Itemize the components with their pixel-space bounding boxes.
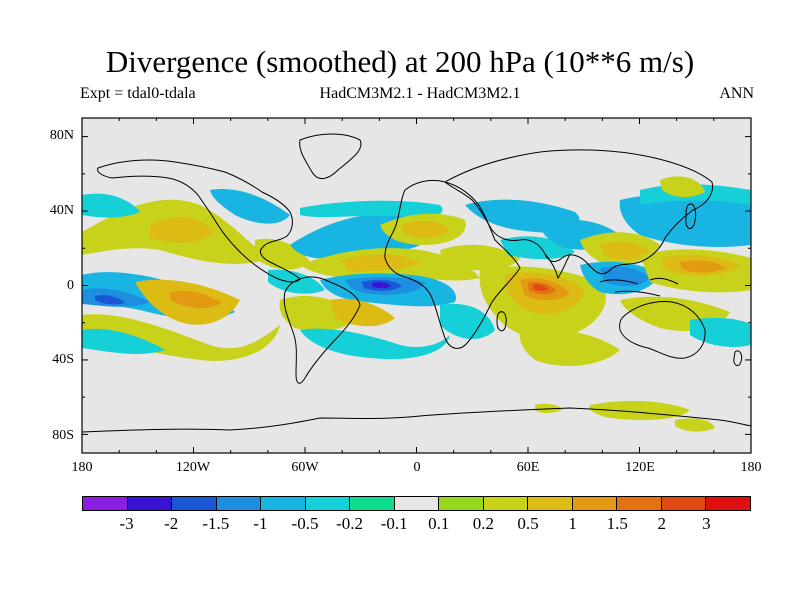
colorbar-label: -2: [164, 514, 179, 533]
field-region: [680, 260, 725, 273]
axis-tickmarks: [81, 118, 752, 453]
field-region: [372, 282, 391, 289]
field-region: [82, 328, 165, 354]
coastline-india: [544, 253, 571, 280]
colorbar-label: 2: [657, 514, 667, 533]
colorbar-segment: [172, 497, 217, 510]
y-tick-label: 80S: [52, 428, 74, 443]
field-region: [440, 303, 495, 340]
colorbar-label: -1.5: [202, 514, 230, 533]
coastline-south-america: [283, 276, 361, 384]
colorbar-segment: [261, 497, 306, 510]
coastline-new-zealand: [733, 350, 743, 367]
colorbar: [82, 496, 751, 511]
y-tick-label: 40N: [49, 203, 74, 218]
field-region: [690, 317, 751, 347]
field-region: [300, 200, 443, 218]
field-region: [533, 284, 548, 291]
y-tick-label: 40S: [52, 352, 74, 367]
field-region: [330, 298, 395, 327]
coastlines: [82, 133, 751, 433]
field-region: [82, 193, 140, 218]
experiment-label: Expt = tdal0-tdala: [80, 85, 196, 102]
coastline-greenland: [299, 133, 362, 179]
colorbar-segment: [528, 497, 573, 510]
colorbar-label: -0.1: [380, 514, 408, 533]
field-region: [400, 220, 450, 239]
colorbar-segment: [439, 497, 484, 510]
field-region: [95, 295, 125, 305]
colorbar-label: -0.2: [336, 514, 364, 533]
divergence-field: [82, 176, 751, 432]
colorbar-segment: [661, 497, 707, 510]
map-title: Divergence (smoothed) at 200 hPa (10**6 …: [105, 44, 695, 79]
colorbar-label: 0.1: [428, 514, 450, 533]
coastline-north-america: [97, 159, 301, 283]
x-tick-label: 0: [413, 460, 421, 475]
field-region: [300, 328, 450, 360]
colorbar-segment: [83, 497, 128, 510]
y-tick-label: 0: [67, 278, 74, 293]
model-label: HadCM3M2.1 - HadCM3M2.1: [319, 85, 521, 102]
colorbar-label: -1: [253, 514, 268, 533]
field-region: [600, 266, 650, 287]
field-region: [82, 314, 280, 361]
colorbar-label: 1: [568, 514, 577, 533]
coastline-madagascar: [496, 311, 507, 332]
colorbar-label: 3: [702, 514, 711, 533]
colorbar-segment: [617, 497, 662, 510]
field-region: [210, 189, 290, 224]
coastline-japan: [685, 203, 697, 229]
x-tick-label: 180: [740, 460, 762, 475]
field-region: [440, 244, 520, 271]
colorbar-segment: [706, 497, 750, 510]
field-region: [600, 241, 650, 261]
colorbar-label: -0.5: [291, 514, 319, 533]
field-region: [150, 216, 215, 243]
colorbar-segment: [350, 497, 395, 510]
x-tick-label: 120W: [175, 460, 211, 475]
field-region: [170, 290, 222, 309]
colorbar-label: 0.2: [472, 514, 495, 533]
colorbar-label: 0.5: [517, 514, 539, 533]
season-label: ANN: [719, 85, 754, 102]
x-tick-label: 120E: [625, 460, 655, 475]
x-tick-label: 60W: [291, 460, 319, 475]
x-tick-label: 60E: [516, 460, 540, 475]
colorbar-label: 1.5: [606, 514, 628, 533]
colorbar-segment: [483, 497, 529, 510]
field-region: [255, 238, 310, 270]
colorbar-label: -3: [119, 514, 134, 533]
x-tick-label: 180: [71, 460, 93, 475]
colorbar-segment: [127, 497, 173, 510]
coastline-australia: [619, 301, 706, 359]
y-tick-label: 80N: [49, 128, 74, 143]
field-region: [660, 176, 705, 198]
colorbar-segment: [305, 497, 351, 510]
coastline-indonesia: [599, 277, 679, 297]
colorbar-segment: [216, 497, 262, 510]
coastline-antarctica: [82, 407, 751, 433]
field-region: [675, 418, 715, 432]
coastline-europe-africa: [384, 179, 521, 349]
field-region: [619, 194, 751, 247]
colorbar-segment: [572, 497, 618, 510]
field-region: [519, 328, 620, 366]
coastline-asia: [444, 149, 714, 275]
colorbar-segment: [394, 497, 440, 510]
field-region: [340, 254, 420, 272]
